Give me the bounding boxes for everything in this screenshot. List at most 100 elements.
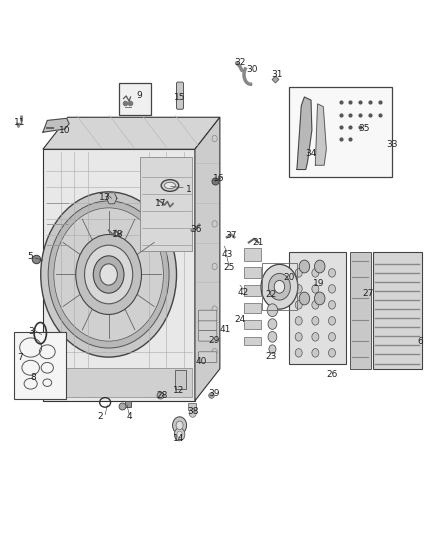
Text: 41: 41 — [220, 325, 231, 334]
Bar — [350, 252, 371, 369]
Circle shape — [295, 349, 302, 357]
Circle shape — [295, 285, 302, 293]
Circle shape — [212, 221, 217, 227]
Polygon shape — [43, 118, 69, 132]
Circle shape — [314, 292, 325, 305]
Polygon shape — [106, 193, 117, 204]
Ellipse shape — [165, 182, 175, 189]
Circle shape — [295, 333, 302, 341]
Polygon shape — [43, 117, 220, 149]
Text: 7: 7 — [17, 353, 23, 361]
Circle shape — [76, 235, 141, 314]
Text: 11: 11 — [14, 118, 25, 127]
Text: 37: 37 — [226, 231, 237, 240]
Circle shape — [177, 431, 182, 438]
Bar — [47, 368, 192, 397]
Ellipse shape — [161, 180, 179, 191]
Bar — [140, 157, 192, 251]
Circle shape — [48, 201, 169, 348]
Circle shape — [299, 260, 310, 273]
Text: 2: 2 — [97, 413, 102, 421]
Circle shape — [93, 256, 124, 293]
Circle shape — [312, 317, 319, 325]
Circle shape — [189, 409, 196, 417]
Circle shape — [212, 349, 217, 355]
Circle shape — [274, 280, 285, 293]
Circle shape — [268, 273, 290, 300]
Bar — [244, 337, 261, 345]
Text: 34: 34 — [305, 149, 317, 158]
Text: 21: 21 — [253, 238, 264, 247]
FancyBboxPatch shape — [198, 330, 217, 341]
Bar — [244, 266, 261, 278]
Bar — [14, 332, 66, 399]
Bar — [262, 263, 297, 310]
Circle shape — [312, 349, 319, 357]
Text: 38: 38 — [187, 407, 198, 416]
Text: 10: 10 — [59, 126, 71, 135]
Text: 18: 18 — [112, 230, 123, 239]
Text: 12: 12 — [173, 386, 184, 394]
Text: 14: 14 — [173, 434, 184, 442]
Circle shape — [261, 264, 298, 309]
Circle shape — [54, 208, 163, 341]
Bar — [289, 87, 392, 177]
Text: 31: 31 — [271, 70, 283, 79]
Text: 16: 16 — [213, 174, 225, 183]
Bar — [119, 83, 151, 115]
Text: 22: 22 — [265, 290, 276, 298]
FancyBboxPatch shape — [198, 310, 217, 321]
Circle shape — [328, 269, 336, 277]
Text: 5: 5 — [27, 253, 33, 261]
Polygon shape — [315, 104, 326, 165]
Text: 40: 40 — [196, 357, 207, 366]
Text: 13: 13 — [99, 193, 110, 201]
Text: 26: 26 — [326, 370, 338, 378]
Circle shape — [268, 332, 277, 342]
Text: 27: 27 — [362, 289, 374, 297]
FancyBboxPatch shape — [198, 320, 217, 330]
Text: 9: 9 — [136, 92, 142, 100]
Text: 36: 36 — [191, 225, 202, 233]
Text: 3: 3 — [28, 327, 35, 336]
Circle shape — [328, 285, 336, 293]
Circle shape — [269, 345, 276, 353]
Text: 1: 1 — [185, 185, 191, 193]
Text: 25: 25 — [223, 263, 234, 272]
Text: 33: 33 — [386, 141, 398, 149]
Circle shape — [328, 317, 336, 325]
Circle shape — [314, 260, 325, 273]
Circle shape — [312, 285, 319, 293]
Circle shape — [41, 192, 177, 357]
Text: 23: 23 — [265, 352, 276, 360]
Text: 30: 30 — [246, 65, 258, 74]
Text: 24: 24 — [234, 316, 246, 324]
Circle shape — [212, 135, 217, 142]
Circle shape — [299, 292, 310, 305]
Circle shape — [174, 428, 185, 441]
Circle shape — [312, 301, 319, 309]
Circle shape — [100, 264, 117, 285]
Text: 19: 19 — [313, 279, 325, 288]
Circle shape — [328, 333, 336, 341]
Circle shape — [268, 319, 277, 329]
Bar — [244, 320, 261, 329]
Circle shape — [267, 304, 278, 317]
Bar — [188, 403, 196, 410]
Circle shape — [295, 317, 302, 325]
Bar — [244, 248, 261, 261]
Polygon shape — [297, 97, 312, 169]
FancyBboxPatch shape — [198, 352, 217, 362]
Text: 20: 20 — [283, 273, 295, 281]
FancyBboxPatch shape — [177, 82, 184, 109]
Circle shape — [295, 269, 302, 277]
Text: 8: 8 — [30, 373, 36, 382]
Text: 15: 15 — [174, 93, 185, 101]
Circle shape — [328, 301, 336, 309]
Circle shape — [295, 301, 302, 309]
Bar — [244, 285, 261, 296]
Bar — [373, 252, 422, 369]
Bar — [289, 252, 346, 364]
Circle shape — [328, 349, 336, 357]
Circle shape — [212, 306, 217, 312]
